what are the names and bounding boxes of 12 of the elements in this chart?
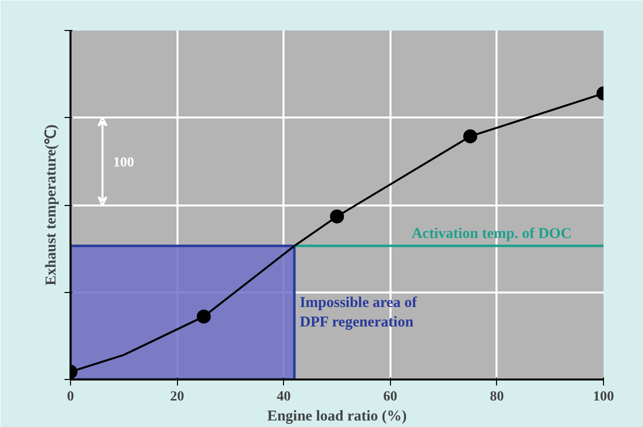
x-tick-label: 100 [593, 390, 614, 404]
x-tick-label: 0 [67, 390, 74, 404]
x-tick-label: 60 [383, 390, 398, 404]
band-label: Impossible area of DPF regeneration [300, 295, 418, 330]
ref-line-label: Activation temp. of DOC [412, 226, 572, 242]
annotation: 100 [113, 155, 134, 170]
point [330, 209, 344, 224]
y-axis-title: Exhaust temperature(℃) [44, 124, 60, 286]
x-tick-label: 80 [490, 390, 504, 404]
x-tick-label: 20 [170, 390, 184, 404]
x-tick-label: 40 [276, 390, 291, 404]
x-axis-title: Engine load ratio (%) [267, 408, 407, 424]
